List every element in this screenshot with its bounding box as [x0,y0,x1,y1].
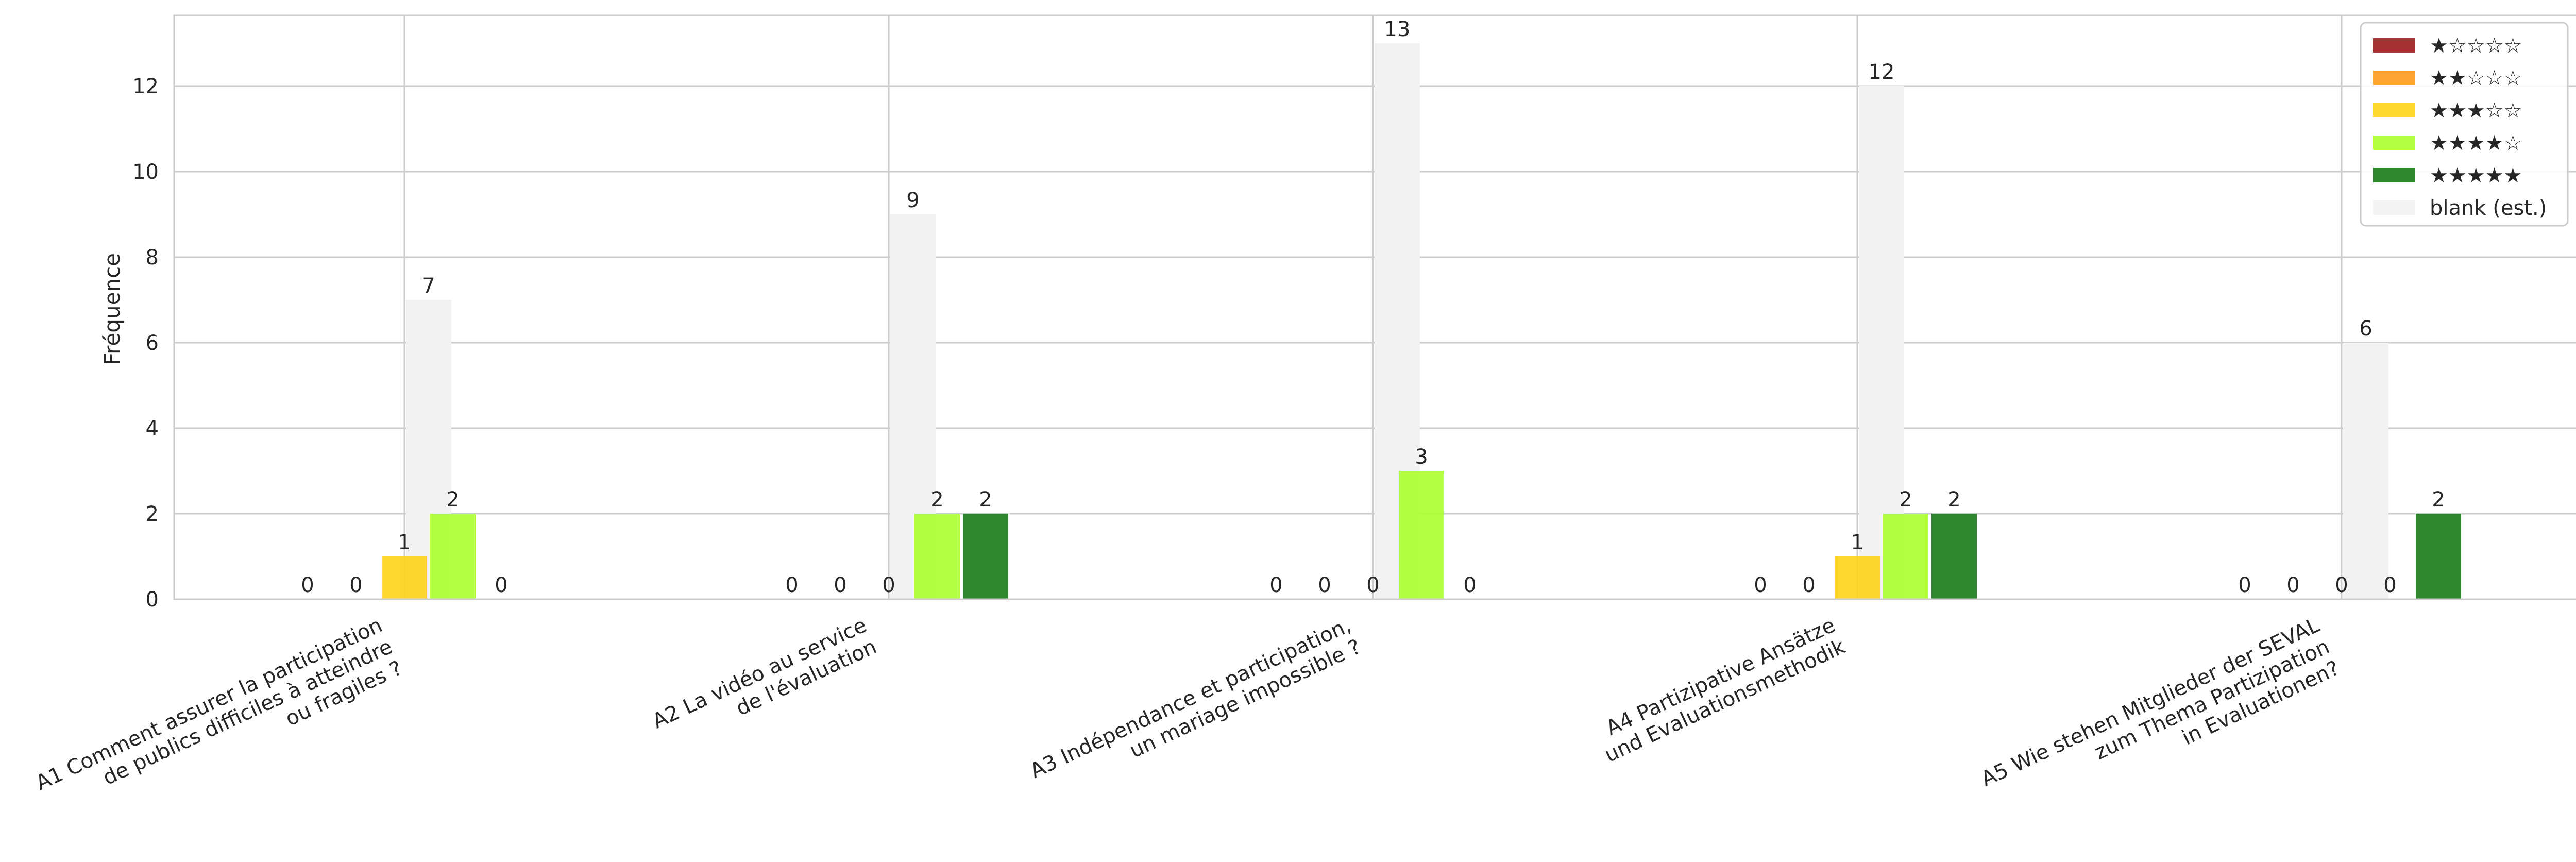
bar [1931,513,1977,599]
y-tick-label: 10 [132,160,159,184]
y-tick-label: 12 [132,75,159,98]
bar-value-label: 0 [2383,573,2396,597]
x-category-label-line: A3 Indépendance et participation, [1027,613,1355,783]
legend-entry: blank (est.) [2430,196,2547,220]
blank-bar-value-label: 7 [422,274,435,298]
bar-value-label: 0 [834,573,846,597]
y-tick-label: 8 [146,246,159,269]
bar-value-label: 0 [1463,573,1476,597]
bar-value-label: 0 [495,573,507,597]
bar-value-label: 0 [1366,573,1379,597]
legend-swatch [2373,103,2415,117]
bar [1883,513,1928,599]
bar-value-label: 0 [2335,573,2348,597]
legend-swatch [2373,38,2415,53]
bar-value-label: 0 [1754,573,1767,597]
y-tick-label: 2 [146,502,159,526]
bar-value-label: 0 [2238,573,2251,597]
plot-frame [173,14,2576,600]
legend-entry: ★★☆☆☆ [2430,66,2522,90]
blank-bar-value-label: 6 [2359,317,2372,341]
bar-value-label: 0 [301,573,314,597]
bar-value-label: 2 [1947,488,1960,512]
y-tick-label: 0 [146,588,159,612]
bar-value-label: 0 [1269,573,1282,597]
legend-entry: ★★★★★ [2430,164,2522,188]
bar-value-label: 0 [1802,573,1815,597]
x-category-label-line: und Evaluationsmethodik [1601,635,1850,767]
bar [2416,513,2461,599]
legend-swatch [2373,168,2415,182]
rating-bars-layer [382,470,2461,599]
y-axis-label: Fréquence [99,253,125,365]
legend-swatch [2373,71,2415,85]
bar-value-label: 2 [930,488,943,512]
blank-bar [2343,342,2388,599]
bar [430,513,476,599]
blank-bars-layer [406,43,2388,599]
bar-value-label: 2 [2432,488,2445,512]
legend: ★☆☆☆☆ ★★☆☆☆ ★★★☆☆ ★★★★☆ ★★★★★ blank (est.) [2360,22,2569,227]
bar [963,513,1008,599]
bar-value-label: 1 [1851,531,1863,554]
blank-bar-value-label: 13 [1384,18,1411,41]
bar-value-label: 0 [882,573,895,597]
bar-value-label: 0 [2286,573,2299,597]
blank-bar-value-label: 12 [1869,60,1895,84]
bar-value-label: 0 [785,573,798,597]
y-tick-label: 6 [146,331,159,355]
bar [382,556,427,599]
bar [1399,470,1444,599]
legend-swatch [2373,136,2415,150]
y-tick-label: 4 [146,417,159,441]
x-category-label-line: de publics difficiles à atteindre [99,635,396,790]
bar-value-label: 2 [979,488,992,512]
legend-swatch [2373,200,2415,215]
bar-value-label: 2 [1899,488,1912,512]
x-category-label: A3 Indépendance et participation,un mari… [1027,613,1365,783]
bar-value-label: 0 [1318,573,1331,597]
bar-value-label: 2 [446,488,459,512]
legend-entry: ★☆☆☆☆ [2430,34,2522,58]
legend-entry: ★★★★☆ [2430,131,2522,155]
bar [1835,556,1880,599]
bar-value-label: 3 [1415,445,1428,469]
blank-bar-value-label: 9 [906,189,919,212]
legend-entry: ★★★☆☆ [2430,99,2522,123]
bar-value-label: 1 [398,531,411,554]
bar-value-label: 0 [349,573,362,597]
bar [914,513,960,599]
